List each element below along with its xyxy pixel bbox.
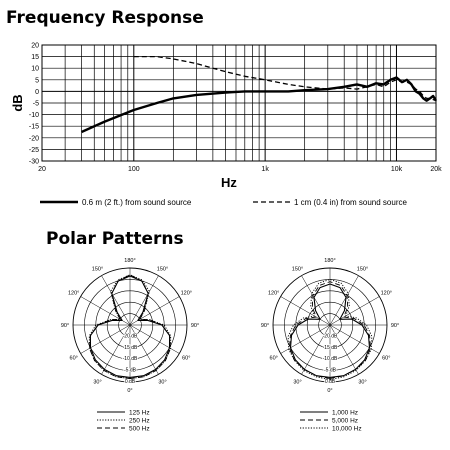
- polar-ring: [118, 313, 142, 337]
- polar-ring: [106, 301, 154, 349]
- polar-legend-label: 10,000 Hz: [332, 426, 362, 433]
- radial-label: 0 dB: [325, 379, 336, 385]
- angle-label: 90°: [61, 323, 69, 329]
- polar-spoke: [329, 275, 359, 326]
- angle-label: 30°: [358, 379, 366, 385]
- angle-label: 150°: [157, 267, 168, 273]
- polar-spoke: [80, 324, 131, 354]
- polar-ring: [72, 267, 188, 383]
- x-tick-label: 20k: [430, 166, 442, 173]
- polar-spoke: [129, 275, 159, 326]
- angle-label: 120°: [181, 291, 192, 297]
- angle-label: 60°: [70, 356, 78, 362]
- angle-label: 120°: [381, 291, 392, 297]
- radial-label: -20 dB: [323, 333, 338, 339]
- polar-spoke: [129, 324, 180, 354]
- polar-ring: [284, 279, 376, 371]
- x-axis-label: Hz: [221, 175, 237, 190]
- polar-series-1-1: [289, 281, 371, 380]
- angle-label: 150°: [357, 267, 368, 273]
- series-line-far: [81, 76, 438, 134]
- angle-label: 120°: [268, 291, 279, 297]
- angle-label: 90°: [191, 323, 199, 329]
- polar-legend-label: 125 Hz: [129, 410, 150, 417]
- legend-label-far: 0.6 m (2 ft.) from sound source: [82, 198, 192, 207]
- polar-spoke: [329, 296, 380, 326]
- angle-label: 60°: [182, 356, 190, 362]
- polar-ring: [295, 290, 365, 360]
- radial-label: -20 dB: [123, 333, 138, 339]
- angle-label: 150°: [92, 267, 103, 273]
- series-line-near: [133, 55, 437, 102]
- plot-frame: [41, 44, 437, 162]
- angle-label: 120°: [68, 291, 79, 297]
- polar-spoke: [129, 324, 159, 375]
- polar-legend-label: 500 Hz: [129, 426, 150, 433]
- angle-label: 60°: [270, 356, 278, 362]
- y-tick-label: 15: [31, 54, 39, 61]
- y-tick-label: -20: [29, 135, 39, 142]
- angle-label: 0°: [127, 388, 132, 394]
- polar-spoke: [301, 275, 331, 326]
- polar-legend-label: 5,000 Hz: [332, 418, 358, 425]
- angle-label: 30°: [93, 379, 101, 385]
- polar-ring: [84, 279, 176, 371]
- angle-label: 180°: [124, 258, 135, 264]
- radial-label: -15 dB: [123, 345, 138, 351]
- y-tick-label: 10: [31, 66, 39, 73]
- polar-series-1-0: [289, 283, 371, 378]
- angle-label: 90°: [261, 323, 269, 329]
- polar-spoke: [129, 296, 180, 326]
- polar-spoke: [280, 296, 331, 326]
- angle-label: 180°: [324, 258, 335, 264]
- polar-spoke: [101, 275, 131, 326]
- radial-label: -5 dB: [324, 368, 337, 374]
- y-tick-label: -15: [29, 124, 39, 131]
- x-tick-label: 10k: [391, 166, 403, 173]
- polar-ring: [318, 313, 342, 337]
- radial-label: 0 dB: [125, 379, 136, 385]
- polar-spoke: [80, 296, 131, 326]
- angle-label: 30°: [158, 379, 166, 385]
- polar-ring: [306, 301, 354, 349]
- polar-ring: [272, 267, 388, 383]
- y-tick-label: 0: [35, 89, 39, 96]
- polar-series-0-1: [88, 274, 172, 380]
- y-tick-label: -5: [33, 101, 39, 108]
- polar-spoke: [329, 324, 359, 375]
- y-axis-label: dB: [10, 94, 25, 111]
- y-tick-label: 20: [31, 43, 39, 50]
- frequency-response-title: Frequency Response: [6, 8, 204, 28]
- polar-patterns-title: Polar Patterns: [46, 229, 184, 249]
- x-tick-label: 20: [38, 166, 46, 173]
- radial-label: -5 dB: [124, 368, 137, 374]
- radial-label: -15 dB: [323, 345, 338, 351]
- legend-label-near: 1 cm (0.4 in) from sound source: [294, 198, 407, 207]
- polar-legend-label: 1,000 Hz: [332, 410, 358, 417]
- x-tick-label: 1k: [261, 166, 269, 173]
- y-tick-label: -30: [29, 159, 39, 166]
- polar-legend-label: 250 Hz: [129, 418, 150, 425]
- angle-label: 150°: [292, 267, 303, 273]
- polar-spoke: [101, 324, 131, 375]
- angle-label: 0°: [327, 388, 332, 394]
- polar-spoke: [329, 324, 380, 354]
- polar-spoke: [301, 324, 331, 375]
- angle-label: 30°: [293, 379, 301, 385]
- polar-series-1-2: [287, 278, 373, 381]
- y-tick-label: -25: [29, 147, 39, 154]
- y-tick-label: 5: [35, 77, 39, 84]
- angle-label: 90°: [391, 323, 399, 329]
- polar-series-0-0: [89, 275, 171, 378]
- radial-label: -10 dB: [323, 356, 338, 362]
- angle-label: 60°: [382, 356, 390, 362]
- y-tick-label: -10: [29, 112, 39, 119]
- radial-label: -10 dB: [123, 356, 138, 362]
- x-tick-label: 100: [128, 166, 140, 173]
